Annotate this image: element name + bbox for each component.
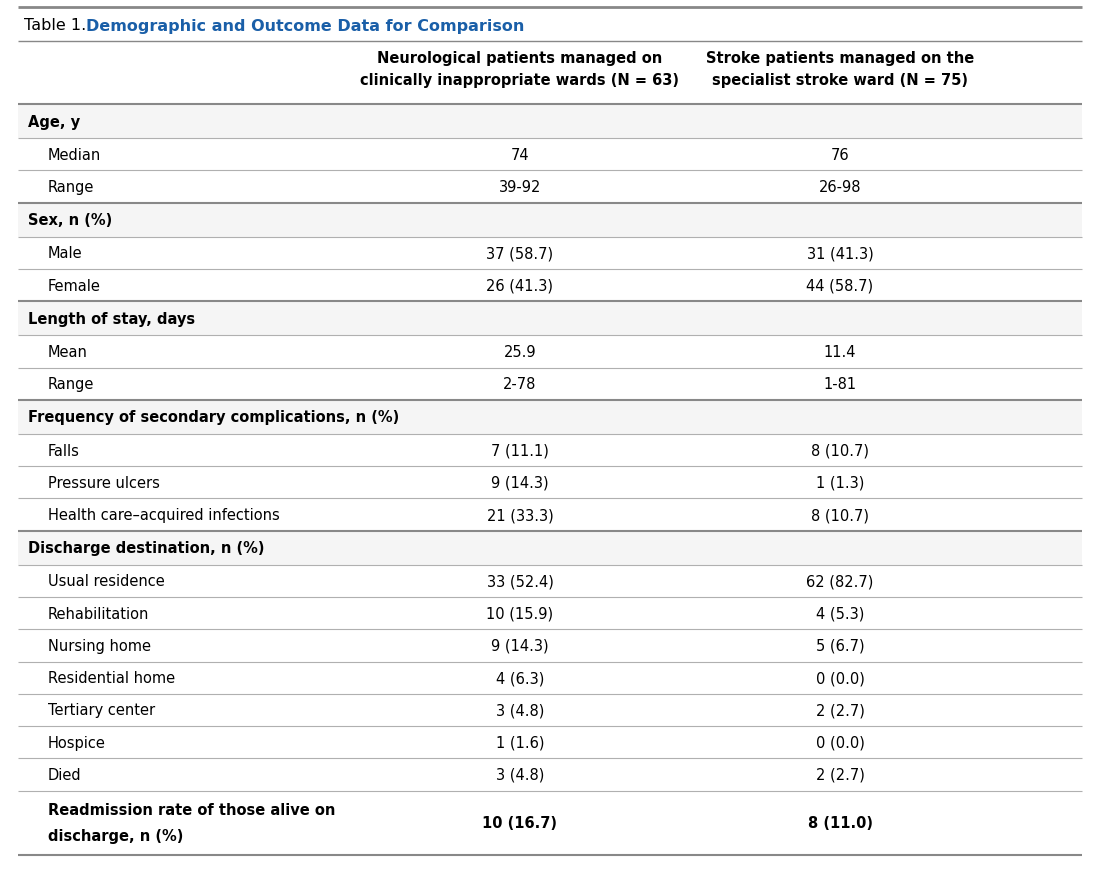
Text: 4 (6.3): 4 (6.3) [496, 670, 544, 686]
Text: Falls: Falls [48, 443, 80, 458]
Text: Hospice: Hospice [48, 735, 106, 750]
Text: 9 (14.3): 9 (14.3) [492, 638, 549, 653]
Text: Age, y: Age, y [28, 115, 80, 129]
Text: 76: 76 [830, 148, 849, 163]
Text: 31 (41.3): 31 (41.3) [806, 246, 873, 261]
Text: Stroke patients managed on the: Stroke patients managed on the [706, 50, 975, 65]
Text: 4 (5.3): 4 (5.3) [816, 606, 865, 621]
Text: Pressure ulcers: Pressure ulcers [48, 475, 160, 490]
Text: 10 (15.9): 10 (15.9) [486, 606, 553, 621]
Text: 0 (0.0): 0 (0.0) [815, 735, 865, 750]
Text: Readmission rate of those alive on: Readmission rate of those alive on [48, 802, 336, 818]
Text: Neurological patients managed on: Neurological patients managed on [377, 50, 662, 65]
Text: 8 (11.0): 8 (11.0) [807, 815, 872, 830]
Text: Male: Male [48, 246, 82, 261]
Text: 37 (58.7): 37 (58.7) [486, 246, 553, 261]
Text: 21 (33.3): 21 (33.3) [486, 507, 553, 522]
Text: 44 (58.7): 44 (58.7) [806, 278, 873, 293]
Text: Mean: Mean [48, 345, 88, 360]
Text: discharge, n (%): discharge, n (%) [48, 828, 184, 843]
FancyBboxPatch shape [18, 105, 1082, 139]
Text: 74: 74 [510, 148, 529, 163]
Text: Length of stay, days: Length of stay, days [28, 311, 195, 327]
Text: 10 (16.7): 10 (16.7) [483, 815, 558, 830]
Text: Died: Died [48, 767, 81, 782]
Text: Residential home: Residential home [48, 670, 175, 686]
Text: 62 (82.7): 62 (82.7) [806, 574, 873, 589]
Text: 33 (52.4): 33 (52.4) [486, 574, 553, 589]
Text: Demographic and Outcome Data for Comparison: Demographic and Outcome Data for Compari… [86, 18, 525, 34]
Text: Discharge destination, n (%): Discharge destination, n (%) [28, 541, 264, 555]
Text: 8 (10.7): 8 (10.7) [811, 507, 869, 522]
Text: Nursing home: Nursing home [48, 638, 151, 653]
Text: 26 (41.3): 26 (41.3) [486, 278, 553, 293]
Text: 25.9: 25.9 [504, 345, 537, 360]
Text: specialist stroke ward (N = 75): specialist stroke ward (N = 75) [712, 72, 968, 88]
Text: 1 (1.3): 1 (1.3) [816, 475, 865, 490]
Text: 5 (6.7): 5 (6.7) [816, 638, 865, 653]
Text: Range: Range [48, 180, 95, 195]
Text: Usual residence: Usual residence [48, 574, 165, 589]
Text: 26-98: 26-98 [818, 180, 861, 195]
Text: clinically inappropriate wards (N = 63): clinically inappropriate wards (N = 63) [361, 72, 680, 88]
Text: 8 (10.7): 8 (10.7) [811, 443, 869, 458]
Text: 9 (14.3): 9 (14.3) [492, 475, 549, 490]
Text: Range: Range [48, 377, 95, 392]
Text: 1-81: 1-81 [824, 377, 857, 392]
Text: 39-92: 39-92 [498, 180, 541, 195]
FancyBboxPatch shape [18, 401, 1082, 434]
Text: 2 (2.7): 2 (2.7) [815, 703, 865, 718]
Text: 7 (11.1): 7 (11.1) [491, 443, 549, 458]
Text: Median: Median [48, 148, 101, 163]
FancyBboxPatch shape [18, 302, 1082, 336]
Text: 2 (2.7): 2 (2.7) [815, 767, 865, 782]
FancyBboxPatch shape [18, 531, 1082, 565]
Text: Tertiary center: Tertiary center [48, 703, 155, 718]
Text: 3 (4.8): 3 (4.8) [496, 703, 544, 718]
Text: 2-78: 2-78 [504, 377, 537, 392]
Text: 3 (4.8): 3 (4.8) [496, 767, 544, 782]
Text: Sex, n (%): Sex, n (%) [28, 213, 112, 228]
Text: Frequency of secondary complications, n (%): Frequency of secondary complications, n … [28, 410, 399, 425]
Text: Rehabilitation: Rehabilitation [48, 606, 150, 621]
Text: 11.4: 11.4 [824, 345, 856, 360]
Text: Health care–acquired infections: Health care–acquired infections [48, 507, 279, 522]
Text: 0 (0.0): 0 (0.0) [815, 670, 865, 686]
Text: Table 1.: Table 1. [24, 18, 91, 34]
Text: 1 (1.6): 1 (1.6) [496, 735, 544, 750]
FancyBboxPatch shape [18, 203, 1082, 237]
Text: Female: Female [48, 278, 101, 293]
